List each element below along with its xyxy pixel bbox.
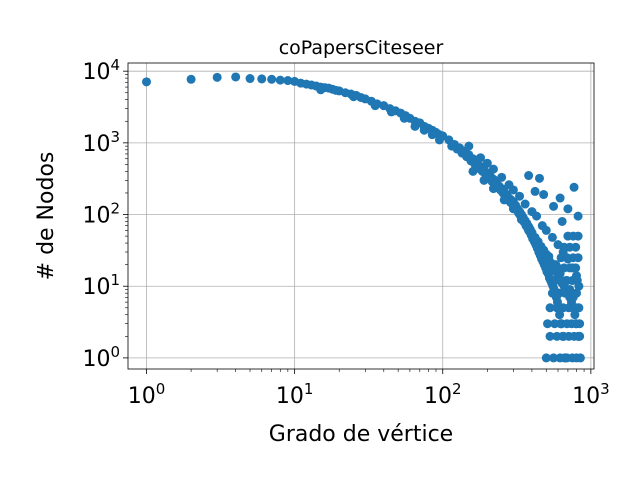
data-point bbox=[316, 85, 326, 95]
data-point bbox=[557, 216, 567, 226]
data-point bbox=[497, 172, 507, 182]
data-point bbox=[524, 171, 534, 181]
data-point bbox=[386, 107, 396, 117]
data-point bbox=[573, 211, 583, 221]
data-point bbox=[427, 130, 437, 140]
data-point bbox=[488, 184, 498, 194]
data-point bbox=[574, 303, 584, 313]
data-point bbox=[370, 101, 380, 111]
data-point bbox=[419, 125, 429, 135]
data-point bbox=[552, 331, 562, 341]
data-point bbox=[545, 331, 555, 341]
y-tick-label: 103 bbox=[82, 128, 120, 157]
data-point bbox=[575, 319, 585, 329]
data-point bbox=[257, 74, 267, 84]
data-point bbox=[532, 211, 542, 221]
data-point bbox=[524, 225, 534, 235]
data-point bbox=[573, 253, 583, 263]
data-point bbox=[547, 288, 557, 298]
data-point bbox=[555, 310, 565, 320]
y-tick-label: 101 bbox=[82, 271, 120, 300]
data-point bbox=[555, 193, 565, 203]
data-point bbox=[515, 191, 525, 201]
data-point bbox=[434, 135, 444, 145]
data-point bbox=[464, 141, 474, 151]
data-point bbox=[575, 353, 585, 363]
x-tick-label: 102 bbox=[424, 380, 462, 409]
data-point bbox=[142, 77, 152, 87]
data-point bbox=[530, 186, 540, 196]
data-point bbox=[186, 74, 196, 84]
data-point bbox=[508, 204, 518, 214]
data-point bbox=[245, 74, 255, 84]
data-point bbox=[482, 158, 492, 168]
data-point bbox=[550, 319, 560, 329]
data-point bbox=[569, 182, 579, 192]
data-point bbox=[543, 319, 553, 329]
x-tick-label: 103 bbox=[572, 380, 610, 409]
axis-ticks: 100 101 102 103 100 101 102 103 104 bbox=[82, 56, 609, 409]
data-point bbox=[563, 204, 573, 214]
data-point bbox=[399, 113, 409, 123]
y-tick-label: 104 bbox=[82, 56, 120, 85]
data-point bbox=[571, 242, 581, 252]
data-point bbox=[410, 121, 420, 131]
data-point bbox=[530, 234, 540, 244]
data-point bbox=[534, 173, 544, 183]
data-point bbox=[536, 243, 546, 253]
data-point bbox=[545, 303, 555, 313]
x-tick-label: 100 bbox=[128, 380, 166, 409]
data-point bbox=[574, 331, 584, 341]
data-point bbox=[468, 166, 478, 176]
data-point bbox=[539, 190, 549, 200]
x-axis-label: Grado de vértice bbox=[269, 422, 453, 447]
data-point bbox=[572, 276, 582, 286]
y-axis-label: # de Nodos bbox=[34, 152, 59, 281]
data-point bbox=[283, 76, 293, 86]
data-point bbox=[541, 225, 551, 235]
data-point bbox=[476, 153, 486, 163]
data-point bbox=[231, 72, 241, 82]
grid-lines bbox=[128, 63, 594, 369]
data-point bbox=[516, 215, 526, 225]
data-point bbox=[267, 74, 277, 84]
data-point bbox=[570, 310, 580, 320]
plot-frame bbox=[127, 62, 595, 370]
data-point bbox=[520, 199, 530, 209]
y-tick-label: 100 bbox=[82, 343, 120, 372]
data-point bbox=[552, 303, 562, 313]
data-point bbox=[488, 164, 498, 174]
data-point bbox=[499, 195, 509, 205]
data-point bbox=[508, 185, 518, 195]
data-point bbox=[571, 263, 581, 273]
data-point bbox=[541, 353, 551, 363]
data-point bbox=[349, 92, 359, 102]
data-point bbox=[544, 251, 554, 261]
y-tick-label: 102 bbox=[82, 200, 120, 229]
data-point bbox=[572, 288, 582, 298]
data-points bbox=[142, 72, 585, 363]
data-point bbox=[212, 72, 222, 82]
chart-title: coPapersCiteseer bbox=[279, 37, 444, 59]
data-point bbox=[550, 276, 560, 286]
data-point bbox=[555, 353, 565, 363]
data-point bbox=[547, 232, 557, 242]
data-point bbox=[562, 253, 572, 263]
x-tick-label: 101 bbox=[276, 380, 314, 409]
data-point bbox=[549, 353, 559, 363]
data-point bbox=[549, 201, 559, 211]
data-point bbox=[275, 75, 285, 85]
data-point bbox=[573, 231, 583, 241]
data-point bbox=[479, 175, 489, 185]
